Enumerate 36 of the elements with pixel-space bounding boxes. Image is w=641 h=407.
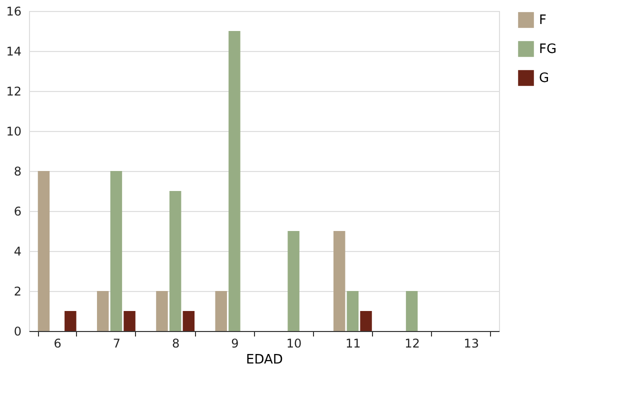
bar [110, 171, 122, 331]
x-axis-title: EDAD [246, 352, 283, 368]
x-tick-label: 13 [464, 336, 480, 350]
x-tick-label: 9 [231, 336, 239, 350]
x-tick-label: 11 [346, 336, 361, 350]
y-tick-label: 6 [14, 204, 22, 218]
x-tick-label: 10 [286, 336, 302, 350]
legend-label: G [539, 71, 550, 86]
bar [169, 191, 182, 331]
bar [406, 291, 418, 331]
bar [360, 311, 372, 331]
x-tick-label: 12 [404, 336, 420, 350]
y-tick-label: 12 [6, 84, 22, 98]
y-tick-label: 14 [6, 44, 22, 58]
bar [124, 311, 136, 331]
bar [215, 291, 227, 331]
bar [288, 231, 300, 331]
y-tick-label: 4 [14, 244, 22, 258]
x-tick-label: 7 [112, 336, 121, 350]
bar [64, 311, 76, 331]
y-tick-label: 0 [14, 324, 22, 338]
legend-label: FG [539, 42, 557, 57]
y-tick-label: 2 [14, 284, 22, 298]
bar [38, 171, 50, 331]
y-tick-label: 16 [6, 4, 22, 18]
bar [346, 291, 359, 331]
y-tick-label: 8 [14, 164, 22, 178]
bar [96, 291, 109, 331]
x-tick-label: 8 [172, 336, 180, 350]
legend-label: F [539, 13, 546, 28]
bar [182, 311, 195, 331]
bar [333, 231, 346, 331]
bar [156, 291, 168, 331]
bar [228, 31, 240, 331]
y-tick-label: 10 [6, 124, 22, 138]
x-tick-label: 6 [54, 336, 62, 350]
